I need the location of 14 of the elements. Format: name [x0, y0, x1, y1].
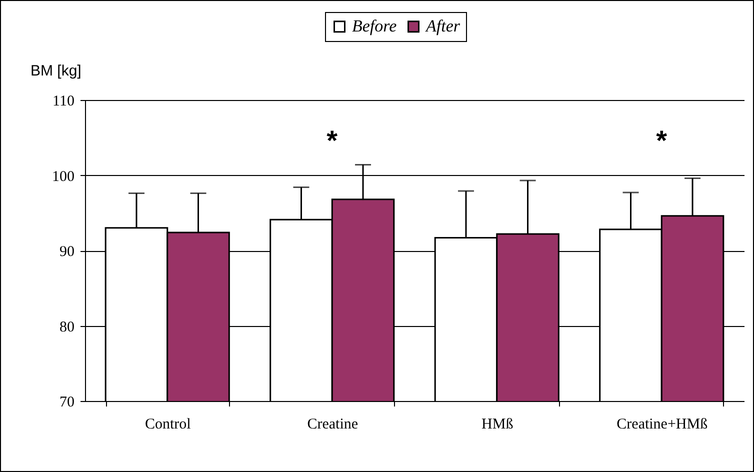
x-tick-label: Creatine+HMß: [616, 416, 708, 432]
y-tick-label: 70: [60, 394, 74, 410]
legend-label: Before: [352, 16, 398, 36]
x-tick-label: Creatine: [307, 416, 358, 432]
annotation: *: [656, 125, 668, 156]
x-tick-label: Control: [144, 416, 191, 432]
y-tick-label: 80: [60, 319, 74, 336]
y-tick-label: 100: [52, 168, 74, 185]
annotation: *: [326, 125, 338, 156]
y-tick-label: 90: [60, 244, 74, 260]
y-tick-label: 110: [52, 94, 74, 110]
x-tick-label: HMß: [482, 416, 514, 432]
y-axis-title: BM [kg]: [30, 62, 82, 80]
legend-label: After: [425, 16, 460, 36]
